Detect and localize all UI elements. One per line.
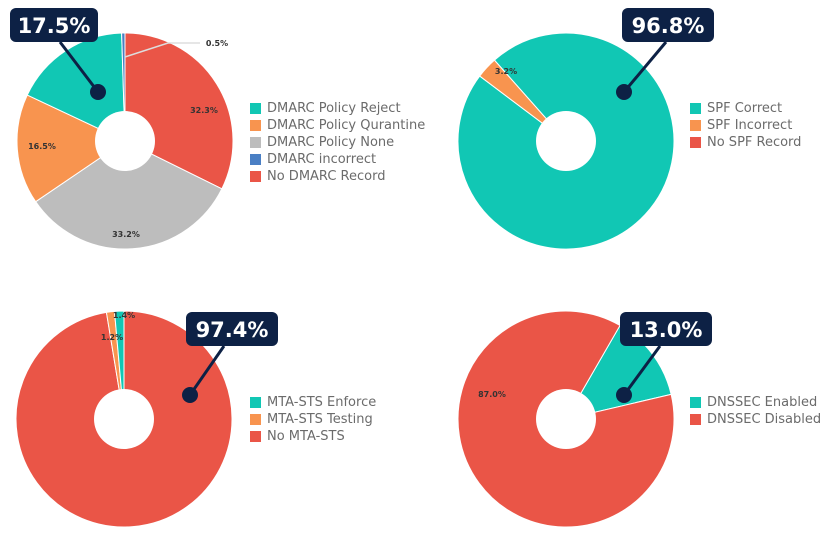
legend-label: MTA-STS Enforce [267, 395, 377, 410]
legend-mta-sts: MTA-STS Enforce MTA-STS Testing No MTA-S… [250, 394, 376, 445]
slice-value-label: 0.5% [206, 39, 228, 48]
legend-item[interactable]: No MTA-STS [250, 428, 376, 445]
legend-swatch [250, 414, 261, 425]
legend-swatch [250, 171, 261, 182]
legend-label: SPF Incorrect [707, 118, 793, 133]
callout-dot [182, 387, 198, 403]
callout-dot [90, 84, 106, 100]
slice-value-label: 1.2% [101, 333, 123, 342]
callout-dot [616, 84, 632, 100]
legend-swatch [690, 137, 701, 148]
callout-pointer [622, 41, 668, 93]
legend-item[interactable]: DMARC Policy Qurantine [250, 117, 425, 134]
callout-dot [616, 387, 632, 403]
legend-swatch [250, 120, 261, 131]
legend-swatch [250, 154, 261, 165]
legend-swatch [690, 103, 701, 114]
slice-value-label: 87.0% [478, 390, 506, 399]
legend-item[interactable]: DMARC Policy None [250, 134, 425, 151]
pie-hole [536, 389, 596, 449]
legend-item[interactable]: DMARC Policy Reject [250, 100, 425, 117]
legend-swatch [250, 397, 261, 408]
callout-box [10, 8, 98, 42]
slice-value-label: 33.2% [112, 230, 140, 239]
legend-swatch [250, 137, 261, 148]
callout-pointer [622, 345, 662, 396]
legend-label: DNSSEC Disabled [707, 412, 822, 427]
legend-item[interactable]: SPF Incorrect [690, 117, 801, 134]
legend-label: DMARC incorrect [267, 152, 377, 167]
callout-value: 96.8% [632, 14, 705, 38]
callout-box [622, 8, 714, 42]
legend-label: No SPF Record [707, 135, 802, 150]
legend-swatch [250, 103, 261, 114]
legend-label: No DMARC Record [267, 169, 386, 184]
callout-box [620, 312, 712, 346]
legend-item[interactable]: SPF Correct [690, 100, 801, 117]
pie-slice [16, 94, 127, 203]
legend-label: DMARC Policy None [267, 135, 395, 150]
callout-value: 17.5% [18, 14, 91, 38]
pie-hole [94, 389, 154, 449]
legend-label: DMARC Policy Reject [267, 101, 401, 116]
pie-hole [536, 111, 596, 171]
legend-label: SPF Correct [707, 101, 783, 116]
slice-value-label: 3.2% [495, 67, 517, 76]
legend-label: MTA-STS Testing [267, 412, 373, 427]
slice-value-label: 32.3% [190, 106, 218, 115]
callout-value: 13.0% [630, 318, 703, 342]
legend-dnssec: DNSSEC Enabled DNSSEC Disabled [690, 394, 821, 428]
legend-item[interactable]: DMARC incorrect [250, 151, 425, 168]
legend-label: No MTA-STS [267, 429, 345, 444]
legend-label: DNSSEC Enabled [707, 395, 818, 410]
pie-hole [95, 111, 155, 171]
pie-slice [34, 140, 223, 250]
slice-value-label: 1.4% [113, 311, 135, 320]
legend-swatch [690, 397, 701, 408]
slice-value-label: 16.5% [28, 142, 56, 151]
leader-line [124, 42, 200, 58]
legend-spf: SPF Correct SPF Incorrect No SPF Record [690, 100, 801, 151]
legend-dmarc: DMARC Policy Reject DMARC Policy Quranti… [250, 100, 425, 185]
legend-label: DMARC Policy Qurantine [267, 118, 426, 133]
legend-item[interactable]: MTA-STS Enforce [250, 394, 376, 411]
legend-item[interactable]: No SPF Record [690, 134, 801, 151]
callout-pointer [58, 41, 100, 93]
legend-item[interactable]: DNSSEC Enabled [690, 394, 821, 411]
callout-pointer [188, 345, 226, 396]
legend-swatch [690, 120, 701, 131]
callout-value: 97.4% [196, 318, 269, 342]
legend-swatch [690, 414, 701, 425]
legend-item[interactable]: MTA-STS Testing [250, 411, 376, 428]
callout-box [186, 312, 278, 346]
legend-swatch [250, 431, 261, 442]
legend-item[interactable]: No DMARC Record [250, 168, 425, 185]
legend-item[interactable]: DNSSEC Disabled [690, 411, 821, 428]
